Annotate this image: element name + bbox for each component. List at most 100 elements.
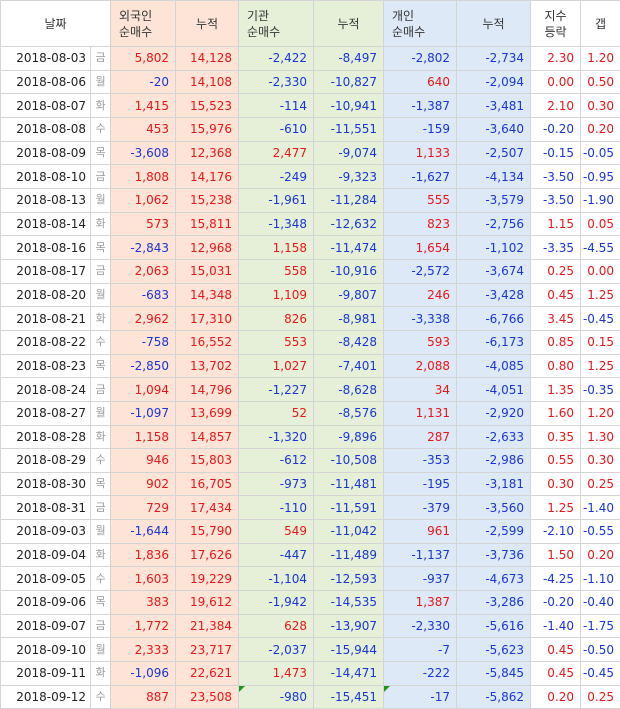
cell-institution-cum[interactable]: -9,896 [314,425,384,449]
cell-weekday[interactable]: 수 [91,567,111,591]
cell-individual-cum[interactable]: -5,845 [457,662,531,686]
cell-individual-cum[interactable]: -5,623 [457,638,531,662]
cell-individual-cum[interactable]: -4,134 [457,165,531,189]
cell-foreign-cum[interactable]: 15,811 [176,212,239,236]
cell-foreign-cum[interactable]: 14,176 [176,165,239,189]
cell-individual-cum[interactable]: -5,862 [457,685,531,709]
cell-foreign-net[interactable]: 729 [111,496,176,520]
cell-index-change[interactable]: -3.50 [531,188,581,212]
cell-weekday[interactable]: 화 [91,307,111,331]
cell-foreign-cum[interactable]: 12,368 [176,141,239,165]
cell-date[interactable]: 2018-08-03 [1,47,91,71]
cell-index-change[interactable]: -0.20 [531,591,581,615]
cell-foreign-cum[interactable]: 15,803 [176,449,239,473]
cell-individual-cum[interactable]: -4,051 [457,378,531,402]
cell-individual-cum[interactable]: -2,599 [457,520,531,544]
cell-individual-net[interactable]: 1,387 [384,591,457,615]
cell-gap[interactable]: 0.05 [581,212,620,236]
cell-individual-cum[interactable]: -2,633 [457,425,531,449]
cell-foreign-net[interactable]: -2,843 [111,236,176,260]
cell-institution-cum[interactable]: -10,827 [314,70,384,94]
cell-foreign-cum[interactable]: 19,229 [176,567,239,591]
cell-foreign-net[interactable]: 1,094 [111,378,176,402]
cell-individual-cum[interactable]: -6,173 [457,330,531,354]
cell-individual-cum[interactable]: -1,102 [457,236,531,260]
cell-institution-net[interactable]: -1,227 [239,378,314,402]
cell-weekday[interactable]: 월 [91,520,111,544]
cell-gap[interactable]: -0.55 [581,520,620,544]
cell-index-change[interactable]: -0.20 [531,117,581,141]
cell-weekday[interactable]: 수 [91,685,111,709]
cell-institution-cum[interactable]: -7,401 [314,354,384,378]
cell-gap[interactable]: -4.55 [581,236,620,260]
cell-individual-net[interactable]: -353 [384,449,457,473]
cell-foreign-net[interactable]: -683 [111,283,176,307]
cell-index-change[interactable]: 0.85 [531,330,581,354]
cell-institution-cum[interactable]: -15,451 [314,685,384,709]
cell-institution-cum[interactable]: -10,941 [314,94,384,118]
cell-date[interactable]: 2018-09-03 [1,520,91,544]
cell-index-change[interactable]: -3.35 [531,236,581,260]
cell-institution-cum[interactable]: -10,508 [314,449,384,473]
cell-individual-cum[interactable]: -6,766 [457,307,531,331]
cell-individual-net[interactable]: -379 [384,496,457,520]
cell-foreign-cum[interactable]: 19,612 [176,591,239,615]
cell-institution-cum[interactable]: -8,576 [314,401,384,425]
cell-gap[interactable]: -0.45 [581,307,620,331]
cell-individual-net[interactable]: -1,627 [384,165,457,189]
cell-individual-cum[interactable]: -3,579 [457,188,531,212]
cell-index-change[interactable]: 2.10 [531,94,581,118]
cell-index-change[interactable]: 0.80 [531,354,581,378]
cell-institution-net[interactable]: -2,330 [239,70,314,94]
cell-foreign-cum[interactable]: 14,348 [176,283,239,307]
cell-institution-net[interactable]: 1,158 [239,236,314,260]
cell-weekday[interactable]: 수 [91,330,111,354]
cell-individual-net[interactable]: -7 [384,638,457,662]
cell-weekday[interactable]: 월 [91,283,111,307]
cell-institution-net[interactable]: 2,477 [239,141,314,165]
cell-foreign-net[interactable]: 1,772 [111,614,176,638]
cell-foreign-net[interactable]: -20 [111,70,176,94]
cell-institution-cum[interactable]: -9,074 [314,141,384,165]
cell-weekday[interactable]: 화 [91,662,111,686]
cell-institution-net[interactable]: -110 [239,496,314,520]
cell-gap[interactable]: 1.25 [581,354,620,378]
cell-index-change[interactable]: -4.25 [531,567,581,591]
cell-index-change[interactable]: 1.60 [531,401,581,425]
cell-weekday[interactable]: 수 [91,117,111,141]
cell-institution-net[interactable]: 1,027 [239,354,314,378]
cell-institution-net[interactable]: -1,961 [239,188,314,212]
cell-foreign-cum[interactable]: 15,238 [176,188,239,212]
cell-foreign-cum[interactable]: 15,523 [176,94,239,118]
cell-weekday[interactable]: 목 [91,141,111,165]
cell-individual-cum[interactable]: -4,673 [457,567,531,591]
cell-foreign-cum[interactable]: 15,790 [176,520,239,544]
cell-individual-net[interactable]: -2,802 [384,47,457,71]
cell-gap[interactable]: 0.25 [581,472,620,496]
cell-foreign-cum[interactable]: 21,384 [176,614,239,638]
cell-foreign-cum[interactable]: 15,031 [176,259,239,283]
cell-institution-cum[interactable]: -8,428 [314,330,384,354]
cell-institution-cum[interactable]: -8,497 [314,47,384,71]
cell-date[interactable]: 2018-08-07 [1,94,91,118]
cell-index-change[interactable]: 0.30 [531,472,581,496]
cell-index-change[interactable]: 0.45 [531,662,581,686]
cell-index-change[interactable]: 2.30 [531,47,581,71]
cell-institution-net[interactable]: -1,942 [239,591,314,615]
cell-institution-net[interactable]: -2,037 [239,638,314,662]
cell-individual-cum[interactable]: -3,481 [457,94,531,118]
cell-index-change[interactable]: -1.40 [531,614,581,638]
cell-date[interactable]: 2018-08-09 [1,141,91,165]
cell-individual-net[interactable]: 34 [384,378,457,402]
cell-foreign-cum[interactable]: 13,699 [176,401,239,425]
